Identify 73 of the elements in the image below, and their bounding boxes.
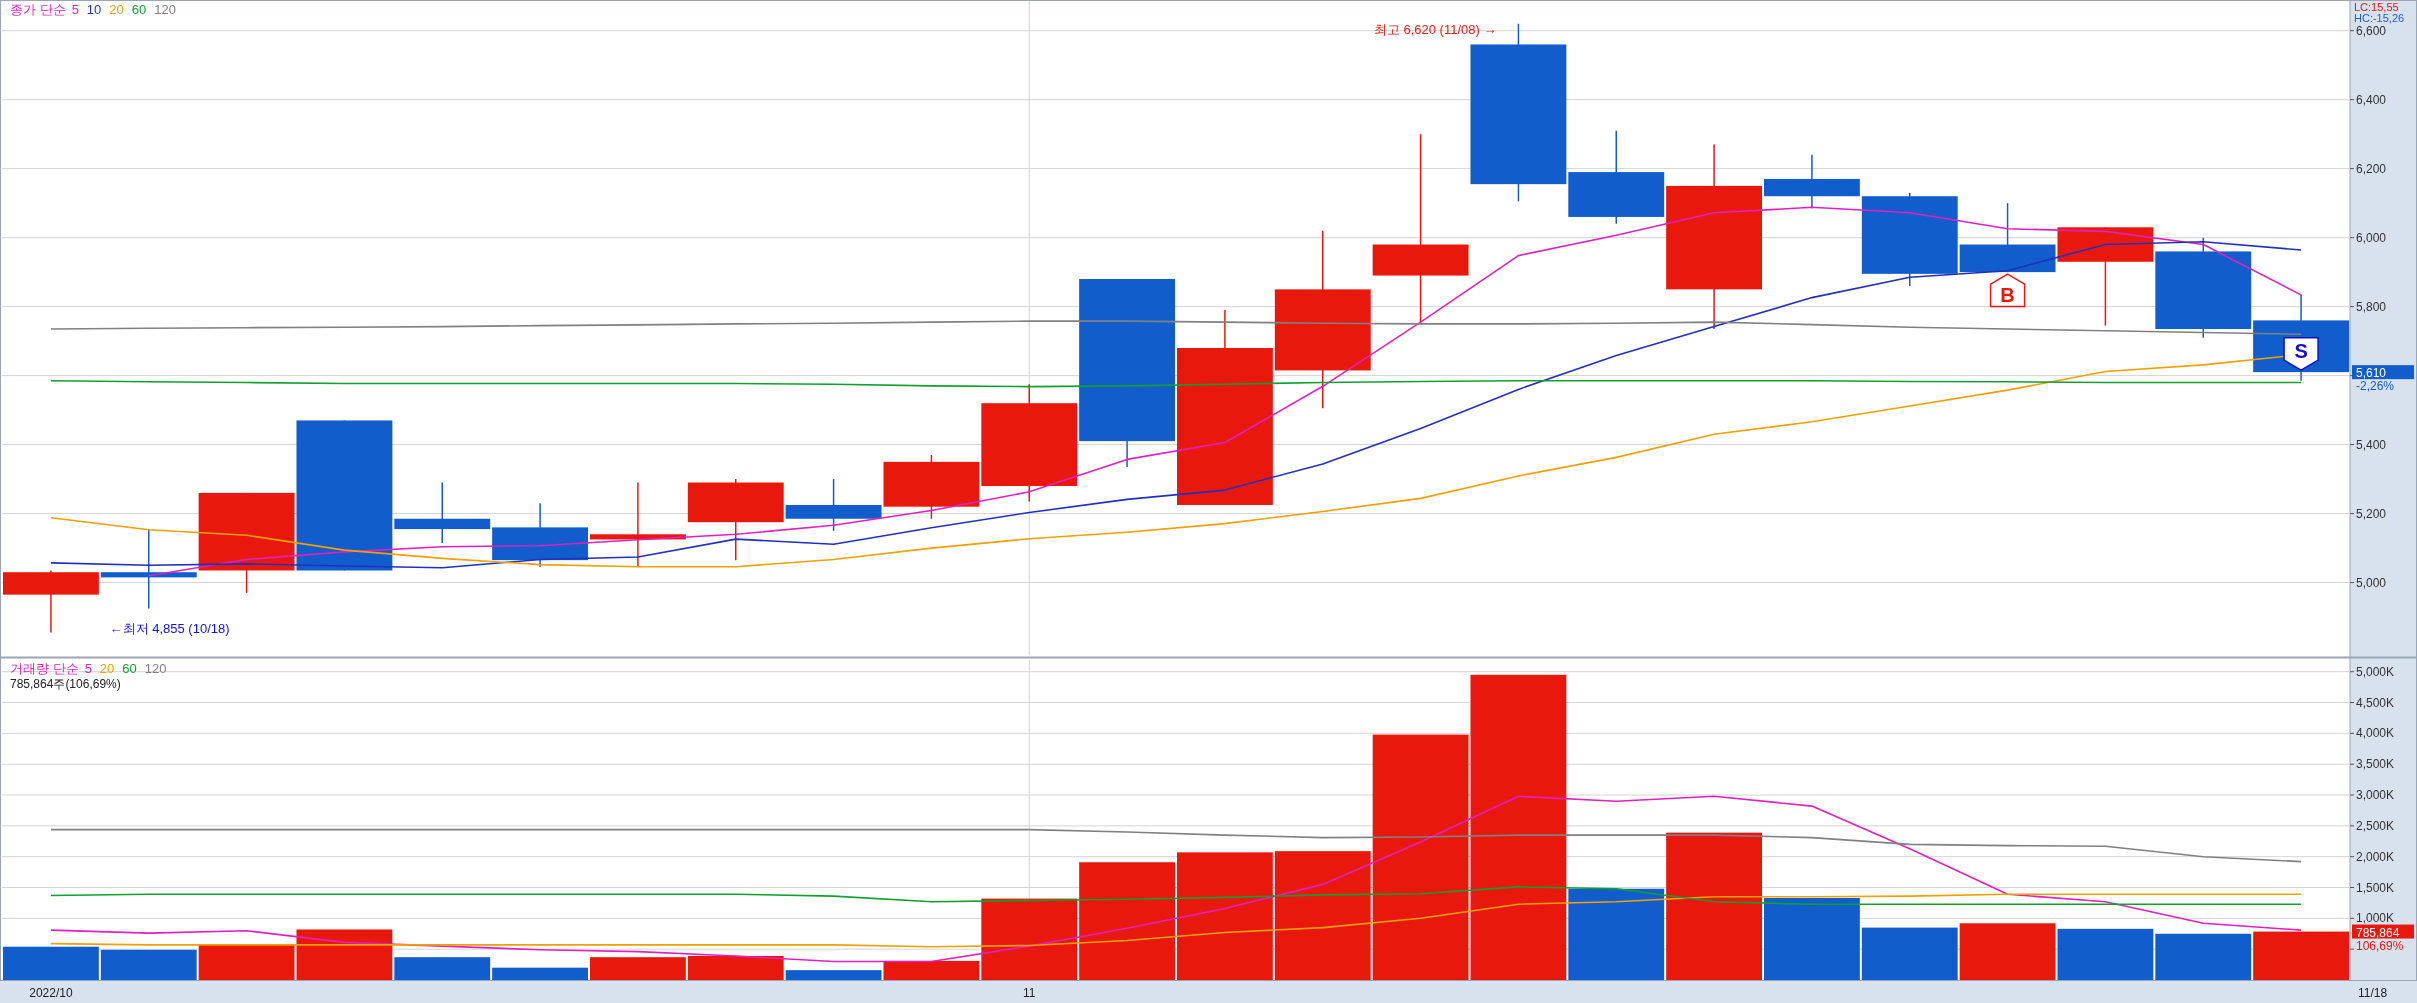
bar — [785, 970, 882, 980]
y-tick-label: 6,600 — [2356, 23, 2387, 38]
y-tick-label: 6,000 — [2356, 230, 2387, 245]
text: 5 — [71, 2, 79, 17]
bar — [296, 929, 393, 980]
y-tick-label: 5,200 — [2356, 506, 2387, 521]
bar — [492, 967, 588, 980]
text: 106,69% — [2356, 938, 2404, 953]
y-tick-label: 1,500K — [2356, 880, 2395, 895]
line-series — [50, 893, 2302, 948]
text: 10 — [86, 2, 102, 17]
bar — [1177, 852, 1273, 980]
annotation: S — [2294, 340, 2308, 363]
bar — [590, 957, 686, 980]
bar — [1666, 832, 1762, 980]
y-tick-label: 1,000K — [2356, 911, 2395, 926]
text: LC:15,55 — [2354, 1, 2399, 13]
y-tick-label: 6,400 — [2356, 92, 2387, 107]
x-tick-label: 11 — [1023, 986, 1036, 1000]
y-tick-label: 2,000K — [2356, 849, 2395, 864]
text: 11/18 — [2358, 986, 2388, 1000]
bar — [394, 957, 491, 980]
bar — [2057, 928, 2154, 980]
y-tick-label: 3,000K — [2356, 788, 2395, 803]
y-tick-label: 3,500K — [2356, 757, 2395, 772]
y-tick-label: 5,000K — [2356, 664, 2395, 679]
bar — [2155, 933, 2252, 980]
text: 60 — [131, 2, 147, 17]
candlestick — [100, 528, 197, 610]
bar — [1764, 898, 1860, 980]
y-tick-label: 4,000K — [2356, 726, 2395, 741]
line-series — [50, 320, 2302, 335]
text: 785,864 — [2356, 925, 2400, 940]
y-tick-label: 6,200 — [2356, 161, 2387, 176]
bar — [100, 949, 197, 980]
bar — [1959, 923, 2056, 980]
annotation: ←최저 4,855 (10/18) — [109, 620, 230, 636]
line-series — [50, 795, 2302, 963]
bar — [687, 955, 784, 980]
bar — [1079, 862, 1175, 980]
legend-title: 종가 단순 — [10, 2, 66, 17]
bar — [1568, 888, 1665, 980]
line-series — [50, 886, 2302, 905]
y-tick-label: 5,400 — [2356, 437, 2387, 452]
bar — [198, 944, 295, 980]
text: 120 — [154, 2, 176, 17]
text: 20 — [109, 2, 124, 17]
line-series — [50, 828, 2302, 863]
bar — [2253, 931, 2349, 980]
legend-title: 거래량 단순 — [10, 661, 79, 676]
text: HC:-15,26 — [2354, 12, 2405, 24]
annotation: 785,864주(106,69%) — [10, 677, 121, 691]
text: 5 — [84, 661, 92, 676]
y-tick-label: 2,500K — [2356, 818, 2395, 833]
text: 5,610 — [2356, 366, 2387, 381]
annotation: 최고 6,620 (11/08) → — [1373, 21, 1497, 37]
text: 60 — [122, 661, 137, 676]
bar — [1470, 674, 1567, 980]
bar — [883, 960, 980, 980]
x-tick-label: 2022/10 — [29, 986, 73, 1000]
text: -2,26% — [2356, 379, 2395, 394]
bar — [981, 898, 1078, 980]
bar — [1861, 927, 1958, 980]
candlestick — [394, 481, 491, 544]
text: 120 — [144, 661, 167, 676]
y-tick-label: 5,000 — [2356, 575, 2387, 590]
y-tick-label: 5,800 — [2356, 299, 2387, 314]
text: 20 — [99, 661, 115, 676]
y-tick-label: 4,500K — [2356, 695, 2395, 710]
bar — [1274, 851, 1371, 980]
bar — [1372, 734, 1469, 980]
bar — [3, 946, 99, 980]
annotation: B — [2000, 284, 2015, 307]
